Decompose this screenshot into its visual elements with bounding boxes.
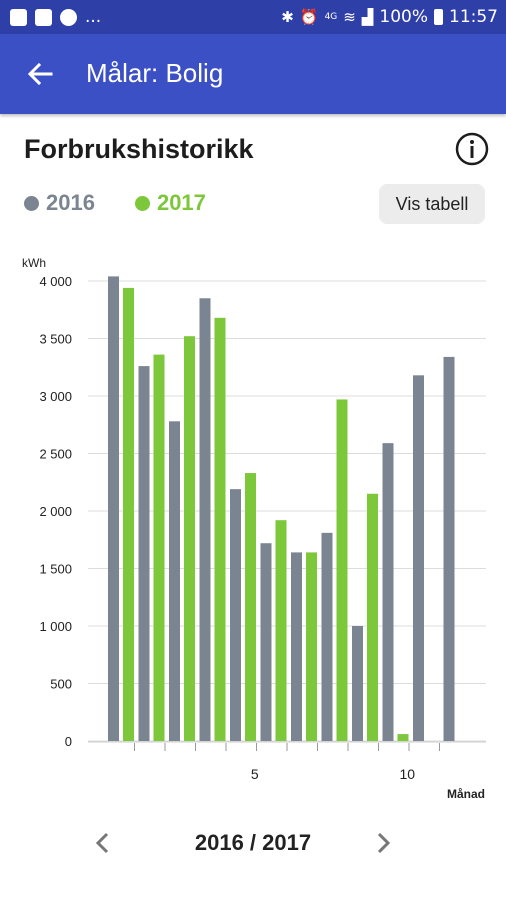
chart-legend: 2016 2017 (24, 190, 246, 216)
bar-2016-month-7 (291, 552, 302, 741)
legend-label-2017: 2017 (156, 190, 206, 215)
more-notifications-text: ... (85, 7, 102, 27)
y-tick-label: 0 (65, 734, 72, 749)
previous-year-button[interactable] (88, 828, 118, 858)
back-button[interactable] (22, 56, 58, 92)
bluetooth-icon: ✱ (281, 8, 294, 26)
bar-2016-month-2 (138, 366, 150, 741)
bar-2017-month-10 (397, 734, 409, 741)
y-tick-label: 2 000 (39, 504, 72, 519)
section-title: Forbrukshistorikk (24, 134, 254, 164)
pager-label: 2016 / 2017 (194, 830, 312, 855)
bar-2017-month-3 (184, 336, 195, 741)
signal-icon: ▟ (361, 8, 374, 26)
y-tick-label: 2 500 (39, 447, 72, 462)
bar-2016-month-10 (382, 443, 394, 741)
x-tick-label: 5 (251, 766, 259, 782)
battery-percent: 100% (379, 7, 428, 27)
y-tick-label: 1 000 (39, 619, 72, 634)
app-title: Målar: Bolig (86, 58, 224, 88)
bar-2016-month-9 (352, 626, 363, 741)
chevron-right-icon (377, 832, 391, 854)
bar-2017-month-6 (275, 520, 287, 741)
chevron-left-icon (95, 832, 109, 854)
bar-2016-month-11 (413, 375, 424, 741)
legend-label-2016: 2016 (46, 190, 95, 215)
y-tick-label: 3 000 (39, 389, 72, 404)
calendar-notification-icon (35, 8, 52, 26)
year-pager: 2016 / 2017 (0, 820, 506, 870)
battery-icon (434, 9, 443, 25)
y-tick-label: 1 500 (39, 562, 72, 577)
y-tick-label: 500 (50, 677, 72, 692)
legend-item-2017[interactable]: 2017 (134, 190, 206, 216)
x-axis-label: Månad (447, 787, 485, 801)
y-axis-label: kWh (22, 256, 46, 270)
bar-2017-month-9 (367, 493, 378, 741)
y-tick-label: 4 000 (39, 274, 72, 289)
status-bar: ... ✱ ⏰ 4G ≋ ▟ 100% 11:57 (0, 0, 506, 34)
arrow-left-icon (27, 62, 53, 86)
bar-2016-month-12 (443, 356, 455, 741)
bar-2016-month-1 (108, 276, 119, 741)
bar-2017-month-2 (153, 354, 165, 741)
y-tick-label: 3 500 (39, 332, 72, 347)
bar-2017-month-7 (306, 552, 317, 741)
legend-dot-2016 (24, 195, 39, 211)
next-year-button[interactable] (368, 828, 398, 858)
network-type-label: 4G (324, 12, 338, 22)
legend-item-2016[interactable]: 2016 (24, 190, 95, 216)
clock: 11:57 (449, 7, 498, 27)
bar-2016-month-3 (169, 421, 180, 741)
system-status: ✱ ⏰ 4G ≋ ▟ 100% 11:57 (281, 7, 498, 27)
consumption-chart: kWh 0 500 1 000 1 500 2 000 2 500 3 000 3 500 4 0… (22, 256, 486, 801)
bar-2017-month-4 (214, 317, 226, 741)
bar-2016-month-4 (199, 298, 211, 741)
bar-2017-month-5 (245, 473, 256, 741)
bar-2017-month-1 (123, 287, 134, 741)
bar-2016-month-6 (260, 543, 272, 741)
bar-2016-month-8 (321, 532, 333, 741)
info-icon (455, 132, 489, 166)
info-button[interactable] (455, 132, 489, 166)
legend-dot-2017 (134, 195, 150, 211)
wifi-icon: ≋ (343, 8, 356, 26)
image-notification-icon (10, 8, 27, 26)
app-bar: Målar: Bolig (0, 34, 506, 114)
notification-icons: ... (10, 7, 101, 27)
alarm-icon: ⏰ (299, 8, 319, 26)
show-table-button[interactable]: Vis tabell (379, 184, 485, 224)
x-tick-label: 10 (399, 766, 415, 782)
phone-notification-icon (60, 8, 77, 26)
bar-2016-month-5 (230, 489, 241, 741)
bar-2017-month-8 (336, 399, 348, 741)
